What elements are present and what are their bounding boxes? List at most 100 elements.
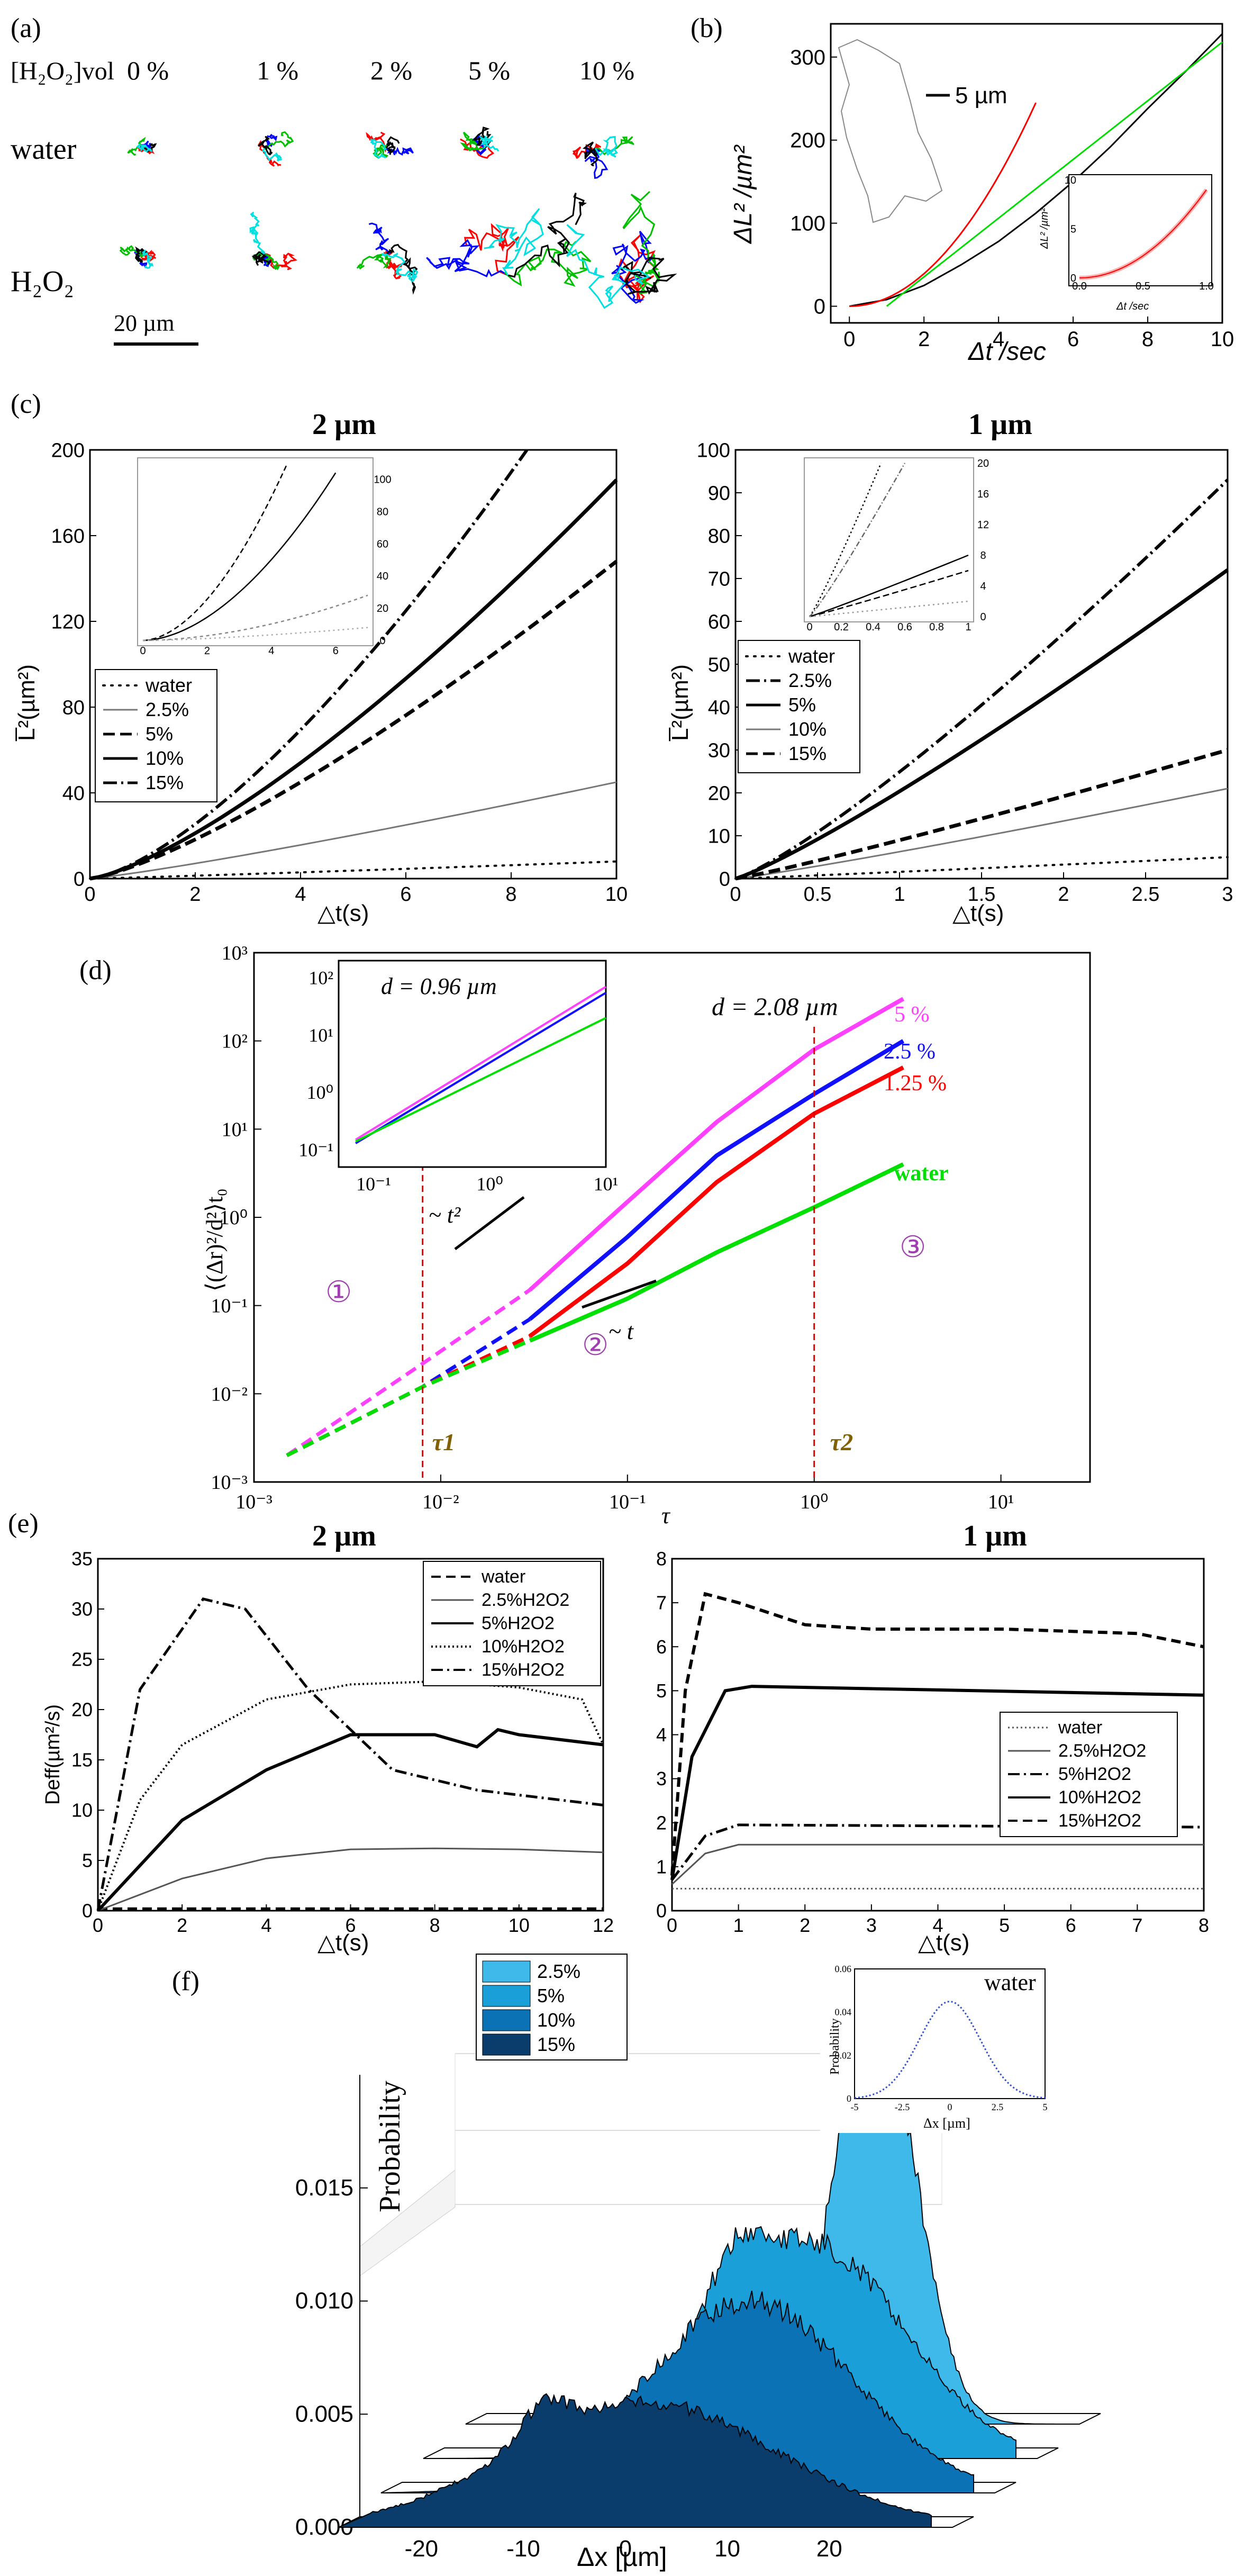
x-tick-label: 6 bbox=[400, 883, 411, 906]
trajectory bbox=[119, 245, 146, 258]
trajectory bbox=[249, 211, 266, 255]
c-inset-x-tick-label: 0 bbox=[140, 645, 146, 657]
e-left-plot: 0 2 4 6 8 10 12 0 5 10 15 20 25 30 35 bbox=[71, 1548, 614, 1936]
y-tick-label: 90 bbox=[708, 482, 730, 504]
trajectory bbox=[478, 135, 500, 152]
legend-label: 10% bbox=[146, 747, 184, 769]
y-tick-label: 25 bbox=[71, 1649, 93, 1670]
c-inset-series bbox=[809, 463, 906, 617]
y-tick-label: 50 bbox=[708, 654, 730, 676]
e-right-series-3 bbox=[670, 1685, 1204, 1881]
y-tick-label: 4 bbox=[656, 1724, 667, 1746]
trajectory bbox=[464, 223, 520, 276]
c-right-xlabel: △t(s) bbox=[952, 900, 1004, 926]
d-inset-x-tick-label: 10¹ bbox=[594, 1173, 619, 1195]
b-diffusive-fit bbox=[886, 41, 1223, 307]
b-ylabel: ΔL² /µm² bbox=[729, 144, 757, 244]
c-right-series-0 bbox=[734, 856, 1229, 880]
panel-d: (d) 10⁻³ 10⁻² 10⁻¹ 10⁰ 10¹ 10⁻³ 10⁻² 10⁻¹ 10⁰ 10¹… bbox=[79, 942, 1091, 1529]
c-inset-y-tick-label: 20 bbox=[377, 603, 388, 614]
conc-0: 0 % bbox=[127, 56, 169, 85]
y-tick-label: 80 bbox=[708, 525, 730, 547]
y-tick-label: 70 bbox=[708, 568, 730, 590]
inset-x-tick-label: 0.5 bbox=[1136, 281, 1150, 292]
c-inset-series bbox=[809, 570, 969, 618]
trajectory bbox=[507, 193, 587, 278]
x-tick-label: 2 bbox=[1058, 883, 1069, 906]
f-inset: -5 -2.5 0 2.5 5 0 0.02 0.04 0.06 bbox=[835, 1964, 1048, 2112]
trajectory bbox=[621, 257, 677, 295]
trajectory bbox=[264, 133, 278, 149]
legend-label: water bbox=[788, 645, 835, 667]
x-tick-label: 0 bbox=[843, 328, 855, 351]
x-tick-label: 2 bbox=[800, 1914, 810, 1936]
panel-a: (a) [H₂O₂]vol 0 % 1 % 2 % 5 % 10 % water… bbox=[11, 13, 677, 346]
f-x-tick-label: -20 bbox=[405, 2536, 439, 2562]
legend-label: 10% bbox=[537, 2009, 575, 2031]
trajectory bbox=[251, 251, 272, 266]
d-x-tick-label: 10⁰ bbox=[800, 1491, 828, 1513]
trajectory bbox=[386, 243, 418, 295]
f-inset-x-tick-label: 0 bbox=[948, 2102, 952, 2112]
y-tick-label: 40 bbox=[62, 782, 85, 805]
e-right-title: 1 µm bbox=[963, 1520, 1027, 1552]
b-inset: 0.0 0.5 1.0 0 5 10 bbox=[1065, 175, 1214, 292]
legend-label: 15% bbox=[788, 743, 827, 764]
trajectories bbox=[119, 126, 677, 309]
y-tick-label: 20 bbox=[708, 782, 730, 805]
y-tick-label: 20 bbox=[71, 1699, 93, 1721]
f-inset-y-tick-label: 0.06 bbox=[835, 1964, 852, 1974]
d-inset-label: d = 0.96 µm bbox=[381, 973, 497, 999]
f-y-tick-label: 0.010 bbox=[295, 2288, 353, 2314]
f-inset-ylabel: Probability bbox=[828, 2018, 842, 2075]
y-tick-label: 40 bbox=[708, 697, 730, 719]
e-left-legend: water 2.5%H2O2 5%H2O2 10%H2O2 15%H2O2 bbox=[423, 1561, 601, 1686]
e-right-xlabel: △t(s) bbox=[918, 1930, 969, 1956]
y-tick-label: 7 bbox=[656, 1592, 667, 1614]
x-tick-label: 6 bbox=[1066, 1914, 1076, 1936]
d-inset-x-tick-label: 10⁰ bbox=[476, 1173, 503, 1195]
y-tick-label: 0 bbox=[719, 868, 730, 890]
legend-label: 5%H2O2 bbox=[1058, 1764, 1131, 1784]
x-tick-label: 4 bbox=[295, 883, 306, 906]
x-tick-label: 4 bbox=[261, 1914, 271, 1936]
d-series-dashed-3 bbox=[286, 1339, 531, 1457]
e-left-title: 2 µm bbox=[312, 1520, 376, 1552]
f-x-tick-label: 20 bbox=[816, 2536, 842, 2562]
d-series-solid-0 bbox=[528, 997, 905, 1292]
c-inset-frame bbox=[804, 457, 974, 622]
x-tick-label: 10 bbox=[509, 1914, 530, 1936]
legend-swatch bbox=[482, 1985, 531, 2007]
legend-label: 15%H2O2 bbox=[482, 1660, 565, 1680]
c-left-xlabel: △t(s) bbox=[317, 900, 369, 926]
f-x-tick-label: 0 bbox=[619, 2536, 632, 2562]
trajectory bbox=[264, 131, 294, 150]
e-right-series-4 bbox=[670, 1592, 1204, 1876]
d-y-tick-label: 10¹ bbox=[222, 1118, 248, 1141]
x-tick-label: 0.5 bbox=[804, 883, 832, 906]
x-tick-label: 3 bbox=[866, 1914, 877, 1936]
c-inset-x-tick-label: 0 bbox=[806, 621, 812, 633]
legend-label: water bbox=[481, 1567, 525, 1587]
f-inset-y-tick-label: 0.02 bbox=[835, 2050, 852, 2060]
legend-label: water bbox=[1058, 1718, 1102, 1738]
c-inset-x-tick-label: 0.4 bbox=[866, 621, 880, 633]
x-tick-label: 0 bbox=[93, 1914, 103, 1936]
d-x-tick-label: 10⁻² bbox=[422, 1491, 459, 1513]
legend-swatch bbox=[482, 2009, 531, 2031]
f-inset-x-tick-label: -2.5 bbox=[895, 2102, 910, 2112]
y-tick-label: 0 bbox=[74, 868, 85, 890]
x-tick-label: 6 bbox=[1067, 328, 1079, 351]
c-inset-series bbox=[142, 463, 288, 641]
b-data-line bbox=[849, 33, 1223, 308]
d-inset-series-0 bbox=[355, 986, 607, 1141]
x-tick-label: 8 bbox=[1142, 328, 1154, 351]
x-tick-label: 2 bbox=[918, 328, 930, 351]
panel-b-label: (b) bbox=[691, 13, 723, 43]
x-tick-label: 10 bbox=[605, 883, 628, 906]
b-plot-frame bbox=[830, 23, 1223, 324]
trajectory bbox=[484, 208, 544, 276]
